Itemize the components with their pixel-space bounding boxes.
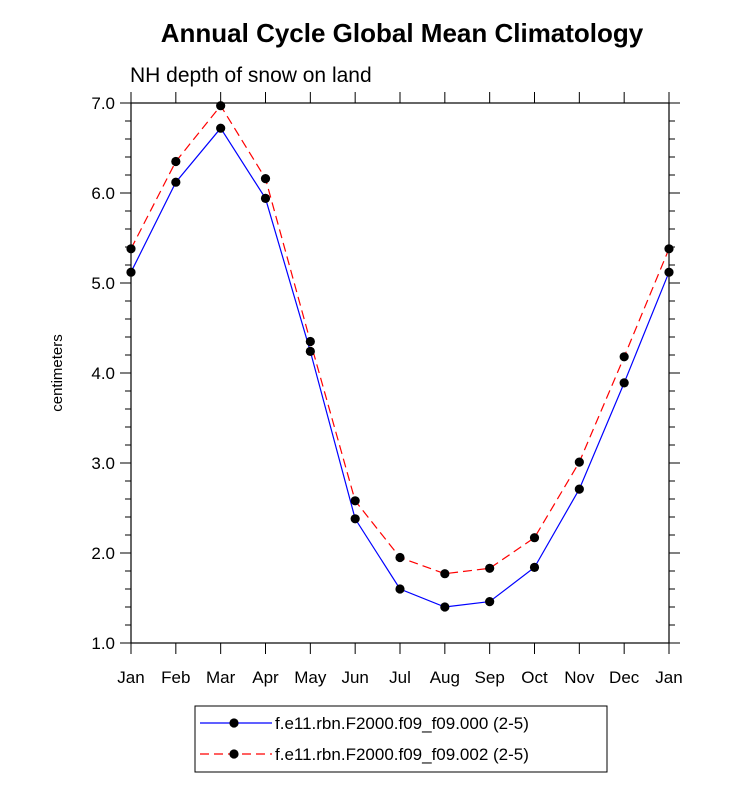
series-2-point — [664, 244, 674, 254]
x-tick-label: Jul — [389, 668, 411, 687]
series-2-point — [395, 552, 405, 563]
x-tick-label: Aug — [430, 668, 460, 687]
x-tick-label: Sep — [475, 668, 505, 687]
y-tick-label: 1.0 — [91, 634, 115, 653]
x-axis: Jan Feb Mar Apr May Jun Jul Aug Sep Oct Nov Dec Jan — [117, 92, 683, 687]
y-axis-label: centimeters — [49, 334, 66, 412]
y-tick-label: 4.0 — [91, 364, 115, 383]
series-1-point — [619, 378, 629, 388]
series-1-point — [350, 514, 360, 524]
series-layer — [126, 101, 674, 612]
series-line-2 — [130, 104, 670, 575]
series-1-point — [485, 597, 495, 607]
x-tick-label: Jun — [341, 668, 368, 687]
series-2-point — [305, 336, 315, 347]
series-1-point — [305, 346, 315, 356]
x-tick-label: Oct — [521, 668, 548, 687]
series-2-point — [619, 352, 629, 362]
series-2-point — [574, 457, 584, 467]
legend: f.e11.rbn.F2000.f09_f09.000 (2-5) f.e11.… — [194, 705, 608, 773]
series-1-point — [440, 602, 450, 612]
series-1-point — [260, 193, 271, 203]
series-2-point — [216, 101, 226, 111]
x-tick-label: Feb — [161, 668, 190, 687]
series-2-point — [260, 174, 271, 184]
series-1-point — [171, 177, 181, 187]
series-2-point — [529, 533, 540, 543]
series-2-point — [350, 496, 360, 506]
y-tick-label: 6.0 — [91, 184, 115, 203]
legend-label-series-1: f.e11.rbn.F2000.f09_f09.000 (2-5) — [275, 714, 529, 733]
legend-box — [194, 705, 608, 773]
y-axis: 1.0 2.0 3.0 4.0 5.0 6.0 7.0 — [91, 94, 680, 653]
series-2-point — [440, 569, 450, 579]
series-1-point — [126, 267, 136, 277]
series-1-point — [574, 484, 584, 494]
series-2-point — [126, 244, 136, 254]
x-tick-label: Dec — [609, 668, 640, 687]
chart-subtitle: NH depth of snow on land — [130, 64, 372, 87]
y-tick-label: 3.0 — [91, 454, 115, 473]
series-1-point — [529, 562, 540, 573]
legend-marker-series-1 — [229, 718, 239, 728]
x-tick-label: Mar — [206, 668, 236, 687]
x-tick-label: Nov — [564, 668, 595, 687]
x-tick-label: May — [294, 668, 327, 687]
legend-label-series-2: f.e11.rbn.F2000.f09_f09.002 (2-5) — [275, 745, 529, 764]
y-tick-label: 5.0 — [91, 274, 115, 293]
series-1-point — [395, 584, 405, 594]
series-line-1 — [130, 127, 670, 608]
y-tick-label: 7.0 — [91, 94, 115, 113]
chart-title: Annual Cycle Global Mean Climatology — [161, 18, 644, 48]
legend-marker-series-2 — [229, 749, 239, 759]
x-tick-label: Apr — [252, 668, 279, 687]
series-1-point — [216, 123, 226, 133]
series-1-point — [664, 267, 674, 277]
x-tick-label: Jan — [655, 668, 682, 687]
series-2-point — [171, 156, 181, 167]
series-2-point — [485, 563, 495, 573]
y-tick-label: 2.0 — [91, 544, 115, 563]
x-tick-label: Jan — [117, 668, 144, 687]
